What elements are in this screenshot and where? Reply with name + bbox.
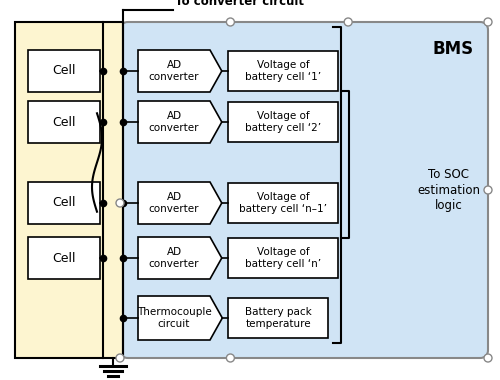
Circle shape <box>484 18 492 26</box>
Text: Voltage of
battery cell ‘1’: Voltage of battery cell ‘1’ <box>245 60 321 82</box>
Text: Voltage of
battery cell ‘2’: Voltage of battery cell ‘2’ <box>245 111 321 133</box>
Circle shape <box>226 354 234 362</box>
Circle shape <box>484 186 492 194</box>
Bar <box>228 102 338 142</box>
Bar <box>228 183 338 223</box>
Text: AD
converter: AD converter <box>149 111 199 133</box>
Polygon shape <box>138 50 222 92</box>
Circle shape <box>344 18 352 26</box>
Circle shape <box>226 18 234 26</box>
Bar <box>28 101 100 143</box>
Polygon shape <box>138 237 222 279</box>
Circle shape <box>116 354 124 362</box>
Text: To converter circuit: To converter circuit <box>175 0 304 8</box>
Circle shape <box>484 354 492 362</box>
Bar <box>28 182 100 224</box>
Text: Voltage of
battery cell ‘n–1’: Voltage of battery cell ‘n–1’ <box>239 192 327 214</box>
Text: AD
converter: AD converter <box>149 192 199 214</box>
Text: AD
converter: AD converter <box>149 60 199 82</box>
Bar <box>228 298 328 338</box>
Text: BMS: BMS <box>433 40 474 58</box>
Bar <box>15 22 123 358</box>
Bar <box>228 238 338 278</box>
Text: Cell: Cell <box>52 252 76 264</box>
Text: Cell: Cell <box>52 65 76 78</box>
Bar <box>28 237 100 279</box>
Text: Thermocouple
circuit: Thermocouple circuit <box>136 307 212 329</box>
Bar <box>228 51 338 91</box>
Polygon shape <box>138 101 222 143</box>
Bar <box>28 50 100 92</box>
FancyBboxPatch shape <box>120 22 488 358</box>
Polygon shape <box>138 296 222 340</box>
Polygon shape <box>138 182 222 224</box>
Text: Battery pack
temperature: Battery pack temperature <box>244 307 312 329</box>
Text: To SOC
estimation
logic: To SOC estimation logic <box>417 168 480 212</box>
Text: AD
converter: AD converter <box>149 247 199 269</box>
Text: Cell: Cell <box>52 196 76 209</box>
Circle shape <box>116 199 124 207</box>
Text: Cell: Cell <box>52 116 76 128</box>
Text: Voltage of
battery cell ‘n’: Voltage of battery cell ‘n’ <box>245 247 321 269</box>
